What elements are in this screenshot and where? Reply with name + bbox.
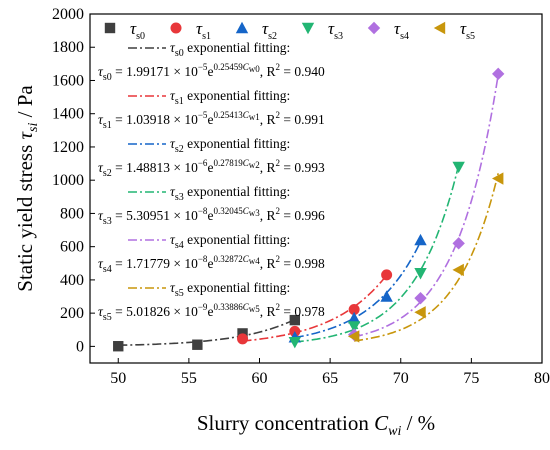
- fit-curve-s0: [118, 318, 296, 347]
- legend-fit-label-s2: τs2 exponential fitting:: [170, 136, 290, 155]
- x-axis-title: Slurry concentration Cwi / %: [197, 411, 435, 439]
- legend-marker-s1: [170, 22, 182, 34]
- legend-marker-s4: [367, 21, 381, 35]
- legend-fit-label-s1: τs1 exponential fitting:: [170, 88, 290, 107]
- y-tick-label: 800: [60, 205, 84, 222]
- legend-label-s4: τs4: [394, 19, 409, 42]
- data-point-s2: [347, 311, 361, 324]
- data-point-s1: [381, 269, 393, 281]
- x-tick-label: 80: [534, 370, 550, 387]
- legend-equation-s4: τs4 = 1.71779 × 10−8e0.32872Cw4, R2 = 0.…: [98, 254, 325, 275]
- y-axis-title: Static yield stress τsi / Pa: [13, 85, 41, 292]
- x-tick-label: 50: [110, 370, 126, 387]
- data-point-s0: [289, 314, 301, 326]
- legend-label-s1: τs1: [196, 19, 211, 42]
- legend-label-s5: τs5: [460, 19, 475, 42]
- fit-curve-s5: [354, 173, 499, 342]
- x-tick-label: 75: [463, 370, 479, 387]
- data-point-s2: [414, 233, 427, 246]
- legend-equation-s5: τs5 = 5.01826 × 10−9e0.33886Cw5, R2 = 0.…: [98, 302, 325, 323]
- fit-curve-s3: [294, 165, 460, 343]
- y-tick-label: 1200: [52, 139, 84, 156]
- y-tick-label: 0: [76, 338, 84, 355]
- data-point-s0: [113, 341, 124, 352]
- y-tick-label: 1000: [52, 172, 84, 189]
- y-tick-label: 1400: [52, 106, 84, 123]
- x-tick-label: 70: [393, 370, 409, 387]
- data-point-s1: [348, 303, 360, 315]
- legend-marker-s0: [104, 22, 116, 34]
- data-point-s3: [452, 161, 465, 174]
- fit-curve-s2: [294, 241, 422, 339]
- legend-fit-label-s3: τs3 exponential fitting:: [170, 184, 290, 203]
- legend-equation-s1: τs1 = 1.03918 × 10−5e0.25413Cw1, R2 = 0.…: [98, 110, 325, 131]
- data-point-s4: [452, 237, 465, 250]
- legend-fit-label-s0: τs0 exponential fitting:: [170, 40, 290, 59]
- y-tick-label: 1800: [52, 39, 84, 56]
- data-point-s5: [452, 263, 464, 277]
- legend-equation-s2: τs2 = 1.48813 × 10−6e0.27819Cw2, R2 = 0.…: [98, 158, 325, 179]
- legend-marker-s2: [235, 21, 249, 34]
- plot-frame: [89, 13, 543, 364]
- data-point-s4: [414, 291, 427, 305]
- legend-fit-label-s5: τs5 exponential fitting:: [170, 280, 290, 299]
- x-tick-label: 60: [252, 370, 268, 387]
- legend-label-s3: τs3: [328, 19, 343, 42]
- legend-fit-label-s4: τs4 exponential fitting:: [170, 232, 290, 251]
- data-point-s5: [414, 306, 426, 319]
- y-tick-label: 600: [60, 239, 84, 256]
- legend-equation-s3: τs3 = 5.30951 × 10−8e0.32045Cw3, R2 = 0.…: [98, 206, 325, 227]
- x-tick-label: 55: [181, 370, 197, 387]
- x-tick-label: 65: [322, 370, 338, 387]
- data-point-s5: [347, 330, 360, 343]
- fit-curve-s1: [242, 274, 388, 342]
- data-point-s5: [492, 172, 504, 185]
- data-point-s3: [414, 268, 427, 280]
- y-tick-label: 1600: [52, 72, 84, 89]
- y-tick-label: 200: [60, 305, 84, 322]
- legend-marker-s3: [301, 22, 315, 35]
- data-point-s0: [192, 339, 203, 350]
- fit-curve-s4: [353, 74, 499, 338]
- legend-equation-s0: τs0 = 1.99171 × 10−5e0.25459Cw0, R2 = 0.…: [98, 62, 325, 83]
- data-point-s1: [237, 333, 249, 345]
- data-point-s4: [492, 67, 505, 81]
- data-point-s3: [347, 321, 361, 333]
- data-point-s3: [288, 337, 302, 349]
- y-tick-label: 400: [60, 272, 84, 289]
- legend-label-s0: τs0: [130, 19, 145, 42]
- data-point-s2: [380, 290, 393, 302]
- legend-marker-s5: [433, 21, 446, 35]
- legend-label-s2: τs2: [262, 19, 277, 42]
- y-tick-label: 2000: [52, 6, 84, 23]
